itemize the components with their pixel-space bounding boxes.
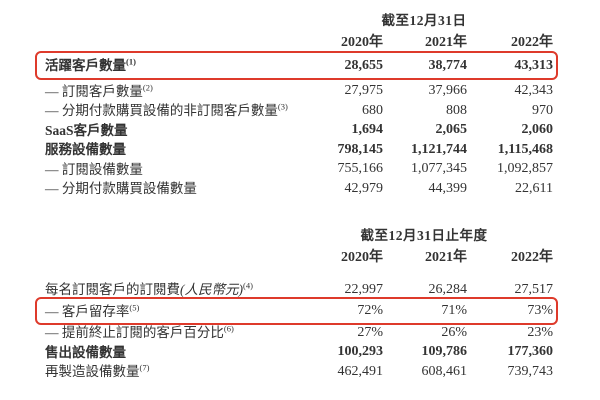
value-2022: 27,517 xyxy=(514,281,554,297)
value-2021: 808 xyxy=(446,102,467,118)
year-header-2020: 2020年 xyxy=(341,250,383,265)
value-2020: 27% xyxy=(357,324,383,340)
row-label: 每名訂閱客戶的訂閱費(人民幣元)(4) xyxy=(45,280,253,297)
value-2020: 28,655 xyxy=(344,57,384,73)
table-row-early-termination-pct: — 提前終止訂閱的客戶百分比(6) 27% 26% 23% xyxy=(45,323,553,343)
table-row-installment-devices: — 分期付款購買設備數量 42,979 44,399 22,611 xyxy=(45,179,553,199)
year-header-2021: 2021年 xyxy=(425,250,467,265)
row-label-unit: (人民幣元) xyxy=(180,282,243,297)
year-header-2021: 2021年 xyxy=(425,35,467,50)
metrics-table-customers: 截至12月31日 2020年 2021年 2022年 活躍客戶數量(1) 28,… xyxy=(35,12,558,199)
row-label: 活躍客戶數量(1) xyxy=(45,56,136,73)
value-2021: 71% xyxy=(441,303,467,319)
value-2022: 970 xyxy=(532,102,553,118)
table-row-active-customers: 活躍客戶數量(1) 28,655 38,774 43,313 xyxy=(35,51,558,80)
value-2020: 27,975 xyxy=(344,83,384,99)
row-label: 售出設備數量 xyxy=(45,344,126,360)
value-2021: 2,065 xyxy=(435,122,468,138)
value-2021: 38,774 xyxy=(428,57,468,73)
table-row-customer-retention-rate: — 客戶留存率(5) 72% 71% 73% xyxy=(35,296,558,325)
value-2021: 1,077,345 xyxy=(411,161,467,177)
period-header: 截至12月31日 xyxy=(381,13,467,29)
year-header-row: 2020年 2021年 2022年 xyxy=(45,249,553,267)
year-header-2022: 2022年 xyxy=(511,250,553,265)
value-2021: 26% xyxy=(441,324,467,340)
row-label: — 客戶留存率(5) xyxy=(45,302,140,319)
value-2022: 43,313 xyxy=(514,57,554,73)
row-label: — 分期付款購買設備數量 xyxy=(45,181,197,196)
value-2020: 798,145 xyxy=(337,141,384,157)
table-row-remanufactured-devices: 再製造設備數量(7) 462,491 608,461 739,743 xyxy=(45,362,553,382)
table-row-subscription-devices: — 訂閱設備數量 755,166 1,077,345 1,092,857 xyxy=(45,160,553,180)
footnote-marker: (2) xyxy=(142,82,153,92)
value-2022: 22,611 xyxy=(515,180,553,196)
value-2020: 462,491 xyxy=(337,363,384,379)
table-row-subscription-fee: 每名訂閱客戶的訂閱費(人民幣元)(4) 22,997 26,284 27,517 xyxy=(45,280,553,300)
value-2022: 1,115,468 xyxy=(497,141,553,157)
value-2022: 177,360 xyxy=(507,344,554,360)
value-2020: 100,293 xyxy=(337,344,384,360)
value-2021: 1,121,744 xyxy=(411,141,467,157)
value-2022: 739,743 xyxy=(507,363,554,379)
footnote-marker: (5) xyxy=(129,302,140,312)
row-label: 服務設備數量 xyxy=(45,142,126,157)
value-2022: 23% xyxy=(527,324,553,340)
table-row-installment-nonsub-customers: — 分期付款購買設備的非訂閱客戶數量(3) 680 808 970 xyxy=(45,101,553,121)
value-2020: 1,694 xyxy=(351,122,384,138)
value-2020: 42,979 xyxy=(344,180,384,196)
value-2021: 608,461 xyxy=(421,363,468,379)
value-2022: 1,092,857 xyxy=(497,161,553,177)
value-2022: 2,060 xyxy=(521,122,554,138)
table-row-devices-in-service: 服務設備數量 798,145 1,121,744 1,115,468 xyxy=(45,140,553,160)
value-2020: 680 xyxy=(362,102,383,118)
value-2022: 73% xyxy=(527,303,553,319)
value-2021: 26,284 xyxy=(428,281,468,297)
footnote-marker: (6) xyxy=(223,323,234,334)
row-label: SaaS客戶數量 xyxy=(45,122,128,138)
value-2022: 42,343 xyxy=(514,83,554,99)
value-2021: 109,786 xyxy=(421,344,468,360)
value-2020: 72% xyxy=(357,303,383,319)
footnote-marker: (1) xyxy=(126,56,136,67)
row-label: — 訂閱客戶數量(2) xyxy=(45,82,153,99)
row-label: 再製造設備數量(7) xyxy=(45,362,150,379)
year-header-2022: 2022年 xyxy=(511,35,553,50)
period-header-row: 截至12月31日止年度 xyxy=(45,227,553,245)
table-row-devices-sold: 售出設備數量 100,293 109,786 177,360 xyxy=(45,343,553,363)
table-row-saas-customers: SaaS客戶數量 1,694 2,065 2,060 xyxy=(45,121,553,141)
table-row-subscription-customers: — 訂閱客戶數量(2) 27,975 37,966 42,343 xyxy=(45,82,553,102)
row-label: — 分期付款購買設備的非訂閱客戶數量(3) xyxy=(45,101,288,118)
value-2020: 755,166 xyxy=(337,161,384,177)
value-2021: 37,966 xyxy=(428,83,468,99)
year-header-2020: 2020年 xyxy=(341,35,383,50)
value-2020: 22,997 xyxy=(344,281,384,297)
footnote-marker: (4) xyxy=(243,280,253,291)
footnote-marker: (3) xyxy=(277,101,288,112)
value-2021: 44,399 xyxy=(428,180,468,196)
row-label: — 提前終止訂閱的客戶百分比(6) xyxy=(45,323,234,340)
row-label: — 訂閱設備數量 xyxy=(45,161,143,177)
year-header-row: 2020年 2021年 2022年 xyxy=(45,34,553,52)
period-header: 截至12月31日止年度 xyxy=(360,228,488,244)
period-header-row: 截至12月31日 xyxy=(45,12,553,30)
footnote-marker: (7) xyxy=(139,362,150,373)
metrics-table-fees-retention: 截至12月31日止年度 2020年 2021年 2022年 每名訂閱客戶的訂閱費… xyxy=(35,227,558,382)
